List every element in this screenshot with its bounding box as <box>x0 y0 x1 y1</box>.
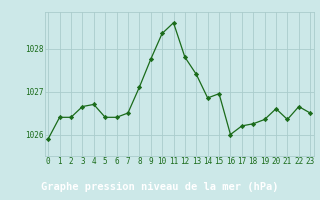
Text: Graphe pression niveau de la mer (hPa): Graphe pression niveau de la mer (hPa) <box>41 182 279 192</box>
